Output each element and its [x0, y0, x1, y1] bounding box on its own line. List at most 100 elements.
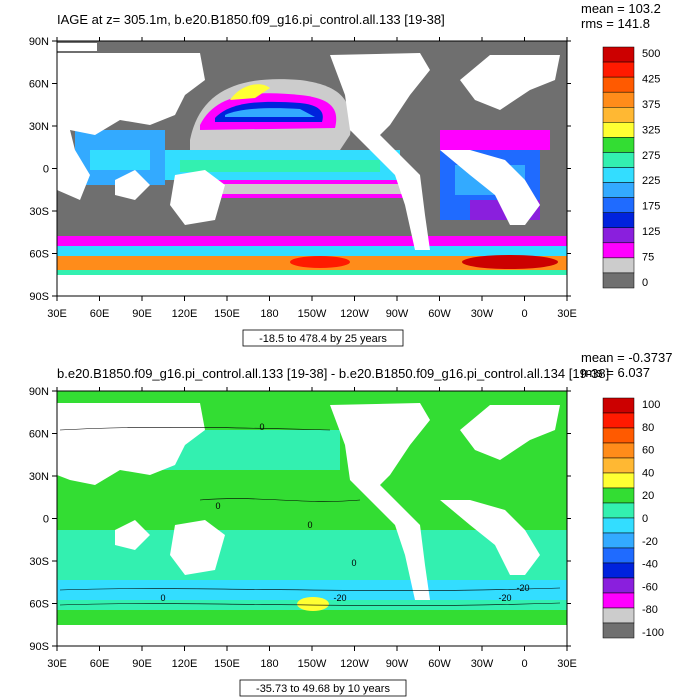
- colorbar-swatch: [602, 607, 635, 624]
- colorbar-swatch: [602, 412, 635, 429]
- colorbar-swatch: [602, 517, 635, 534]
- x-tick-label: 180: [260, 658, 278, 670]
- npac-yellow: [230, 84, 270, 100]
- x-tick-label: 30W: [471, 658, 494, 670]
- y-tick-label: 30N: [29, 121, 49, 133]
- land-eurasia: [57, 53, 205, 135]
- band-cyan: [57, 246, 567, 256]
- contour-label: -20: [333, 593, 346, 603]
- colorbar-label: 425: [642, 73, 660, 85]
- colorbar-label: 75: [642, 252, 654, 264]
- y-tick-label: 30S: [29, 556, 49, 568]
- panel2-mean: mean = -0.3737: [581, 350, 672, 365]
- colorbar-swatch: [602, 472, 635, 489]
- y-tick-label: 0: [43, 164, 49, 176]
- y-tick-label: 60N: [29, 429, 49, 441]
- colorbar-swatch: [602, 622, 635, 639]
- y-tick-label: 90N: [29, 386, 49, 398]
- x-tick-label: 30E: [557, 658, 577, 670]
- contour-line: [199, 498, 361, 502]
- land-americas: [330, 53, 430, 250]
- npac-lightblue: [225, 108, 315, 117]
- land-europe-asia: [460, 405, 560, 460]
- colorbar-label: 500: [642, 48, 660, 60]
- x-tick-label: 150W: [298, 308, 327, 320]
- x-tick-label: 30E: [557, 308, 577, 320]
- colorbar-swatch: [602, 167, 635, 183]
- arctic-white: [57, 43, 97, 51]
- colorbar-swatch: [602, 457, 635, 474]
- land-australia: [170, 520, 225, 575]
- x-tick-label: 150E: [214, 308, 240, 320]
- land-indonesia: [115, 170, 150, 200]
- x-tick-label: 120E: [172, 308, 198, 320]
- colorbar-label: 275: [642, 150, 660, 162]
- colorbar-swatch: [602, 137, 635, 153]
- contour-label: 0: [259, 422, 264, 432]
- land: [57, 403, 567, 646]
- colorbar-label: -20: [642, 536, 658, 548]
- colorbar-swatch: [602, 487, 635, 504]
- colorbar-swatch: [602, 272, 635, 289]
- colorbar-label: 225: [642, 175, 660, 187]
- colorbar-swatch: [602, 91, 635, 108]
- x-tick-label: 60E: [90, 308, 110, 320]
- colorbar-label: 60: [642, 445, 654, 457]
- colorbar-swatch: [602, 212, 635, 228]
- contour-label: -20: [498, 593, 511, 603]
- x-tick-label: 60W: [428, 658, 451, 670]
- spac-grey: [215, 184, 415, 194]
- panel2-rms: rms = 6.037: [581, 365, 650, 380]
- x-tick-label: 180: [260, 308, 278, 320]
- x-tick-label: 30W: [471, 308, 494, 320]
- land-eurasia: [57, 403, 205, 485]
- axes-panel-2: 30E 60E 90E 120E 150E 180 150W 120W 90W 60W 30W 0 30…: [29, 386, 577, 670]
- y-tick-label: 60S: [29, 599, 49, 611]
- panel1-title: IAGE at z= 305.1m, b.e20.B1850.f09_g16.p…: [57, 12, 445, 27]
- colorbar-label: 325: [642, 124, 660, 136]
- colorbar-label: 375: [642, 99, 660, 111]
- land-europe-asia: [460, 55, 560, 110]
- colorbar-swatch: [602, 442, 635, 459]
- panel1-rms: rms = 141.8: [581, 16, 650, 31]
- colorbar-label: -60: [642, 581, 658, 593]
- x-tick-label: 90W: [386, 308, 409, 320]
- contour-lines: [59, 426, 561, 606]
- x-tick-label: 60E: [90, 658, 110, 670]
- colorbar-swatch: [602, 227, 635, 244]
- contour-label: 0: [160, 593, 165, 603]
- anomaly-yellow: [297, 597, 329, 611]
- indian-cyan: [90, 150, 150, 170]
- land-antarctica: [57, 275, 567, 296]
- colorbar-swatch: [602, 397, 635, 414]
- contour-line: [59, 602, 561, 606]
- band-green-south: [57, 270, 567, 275]
- colorbar-swatch: [602, 46, 635, 63]
- land-antarctica: [57, 625, 567, 646]
- panel2-range: -35.73 to 49.68 by 10 years: [256, 683, 390, 695]
- colorbar-swatch: [602, 592, 635, 609]
- colorbar-swatch: [602, 182, 635, 198]
- panel1-range-box: [242, 329, 404, 347]
- contour-line: [59, 426, 331, 431]
- x-tick-label: 90W: [386, 658, 409, 670]
- axes-panel-1: 30E 60E 90E 120E 150E 180 150W 120W 90W 60W 30W 0 30…: [29, 36, 577, 320]
- map-panel-2: 0 0 0 0 0 -20 -20 -20: [56, 390, 568, 647]
- contour-label: -20: [516, 583, 529, 593]
- x-tick-label: 0: [521, 308, 527, 320]
- colorbar-label: -80: [642, 604, 658, 616]
- contour-label: 0: [351, 558, 356, 568]
- colorbar-swatch: [602, 577, 635, 594]
- y-tick-label: 30N: [29, 471, 49, 483]
- x-tick-label: 120W: [340, 658, 369, 670]
- colorbar-label: 125: [642, 226, 660, 238]
- colorbar-swatch: [602, 76, 635, 93]
- y-tick-label: 0: [43, 514, 49, 526]
- x-tick-label: 90E: [132, 308, 152, 320]
- contour-label: 0: [215, 501, 220, 511]
- land-africa: [440, 150, 540, 225]
- colorbar-label: -40: [642, 559, 658, 571]
- land-americas: [330, 403, 430, 600]
- y-tick-label: 90S: [29, 291, 49, 303]
